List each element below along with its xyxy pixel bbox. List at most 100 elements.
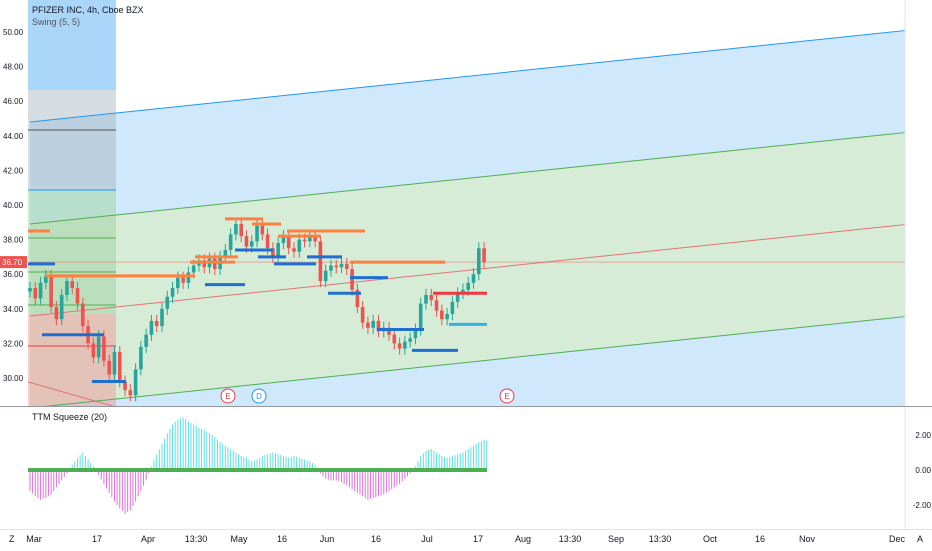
candle[interactable] [128, 390, 133, 396]
candle[interactable] [403, 341, 407, 349]
candle[interactable] [313, 236, 317, 242]
candle[interactable] [297, 239, 302, 252]
candle[interactable] [265, 234, 270, 249]
candle[interactable] [160, 308, 164, 327]
candle[interactable] [75, 288, 80, 304]
candle[interactable] [323, 270, 328, 282]
candle[interactable] [65, 281, 69, 295]
candle[interactable] [440, 310, 444, 320]
candle[interactable] [455, 293, 460, 302]
candle[interactable] [355, 289, 360, 308]
candle[interactable] [450, 301, 455, 314]
price-tick-label: 42.00 [3, 166, 24, 175]
candle[interactable] [244, 236, 249, 247]
candle[interactable] [276, 243, 280, 257]
candle[interactable] [302, 239, 307, 242]
osc-tick-label: -2.00 [913, 501, 932, 510]
candle[interactable] [281, 236, 286, 244]
candle[interactable] [176, 277, 180, 289]
candle[interactable] [418, 303, 423, 330]
candle[interactable] [81, 303, 85, 327]
candle[interactable] [213, 258, 217, 270]
price-chart-pane[interactable]: E D E 50.00 48.00 46.00 44.00 42.00 40.00 38.00 36… [0, 0, 932, 407]
candle[interactable] [429, 294, 434, 301]
candle[interactable] [117, 352, 122, 382]
candle[interactable] [123, 381, 127, 391]
candle[interactable] [91, 343, 96, 358]
candle[interactable] [345, 263, 349, 270]
candle[interactable] [202, 260, 207, 268]
candle[interactable] [44, 275, 48, 283]
candle[interactable] [477, 248, 481, 275]
candle[interactable] [434, 300, 439, 311]
candle[interactable] [149, 320, 154, 335]
candle[interactable] [96, 336, 101, 358]
candle[interactable] [59, 294, 64, 320]
event-marker[interactable]: E [220, 388, 236, 404]
event-label: E [504, 392, 509, 401]
candle[interactable] [186, 272, 191, 283]
candle[interactable] [234, 224, 238, 235]
candle[interactable] [408, 338, 412, 342]
candle[interactable] [413, 329, 418, 339]
candle[interactable] [482, 248, 486, 263]
price-chart[interactable]: E D E 50.00 48.00 46.00 44.00 42.00 40.00 38.00 36… [0, 0, 932, 407]
candle[interactable] [165, 296, 170, 309]
auto-scale-button[interactable]: A [917, 534, 924, 544]
candle[interactable] [28, 288, 32, 292]
candle[interactable] [139, 346, 143, 370]
candle[interactable] [191, 265, 196, 273]
candle[interactable] [387, 327, 391, 335]
candle[interactable] [397, 343, 402, 349]
osc-indicator-label[interactable]: TTM Squeeze (20) [32, 412, 108, 422]
candle[interactable] [376, 320, 381, 332]
event-marker[interactable]: D [251, 388, 267, 404]
price-tick-label: 36.00 [3, 270, 24, 279]
candle[interactable] [228, 234, 233, 250]
candle[interactable] [133, 369, 138, 396]
candle[interactable] [249, 241, 254, 247]
candle[interactable] [471, 274, 476, 283]
candle[interactable] [392, 334, 397, 344]
candle[interactable] [38, 282, 43, 299]
candle[interactable] [54, 307, 59, 320]
candle[interactable] [360, 307, 365, 323]
candle[interactable] [154, 320, 159, 327]
candle[interactable] [424, 294, 428, 304]
candle[interactable] [339, 263, 344, 268]
candle[interactable] [366, 322, 370, 328]
candle[interactable] [33, 288, 38, 299]
candle[interactable] [271, 248, 275, 257]
candle[interactable] [371, 320, 375, 328]
candle[interactable] [286, 236, 291, 249]
zoom-button[interactable]: Z [9, 534, 15, 544]
candle[interactable] [466, 282, 471, 290]
candle[interactable] [70, 281, 75, 289]
oscillator-pane[interactable]: 2.00 0.00 -2.00 TTM Squeeze (20) [0, 407, 932, 529]
candle[interactable] [255, 225, 259, 242]
candle[interactable] [239, 224, 243, 237]
candle[interactable] [292, 248, 296, 252]
candle[interactable] [461, 289, 465, 294]
candle[interactable] [329, 265, 333, 271]
candle[interactable] [318, 241, 323, 282]
candle[interactable] [49, 275, 53, 308]
time-tick-label: Jun [319, 534, 335, 544]
event-marker[interactable]: E [499, 388, 515, 404]
candle[interactable] [350, 269, 354, 290]
candle[interactable] [334, 265, 339, 268]
oscillator-chart[interactable]: 2.00 0.00 -2.00 [0, 407, 932, 529]
candle[interactable] [223, 249, 228, 257]
candle[interactable] [112, 352, 117, 375]
candle[interactable] [445, 313, 449, 320]
symbol-title[interactable]: PFIZER INC, 4h, Cboe BZX [32, 5, 144, 15]
candle[interactable] [170, 288, 175, 297]
candle[interactable] [102, 336, 106, 361]
indicator-label[interactable]: Swing (5, 5) [32, 17, 81, 27]
candle[interactable] [107, 360, 111, 375]
candle[interactable] [260, 225, 265, 235]
candle[interactable] [144, 334, 148, 347]
candle[interactable] [181, 277, 185, 283]
candle[interactable] [308, 236, 312, 242]
time-axis[interactable]: Z Mar 17 Apr 13:30 May 16 Jun 16 Jul 17 Aug 13:30 Se… [0, 529, 932, 551]
